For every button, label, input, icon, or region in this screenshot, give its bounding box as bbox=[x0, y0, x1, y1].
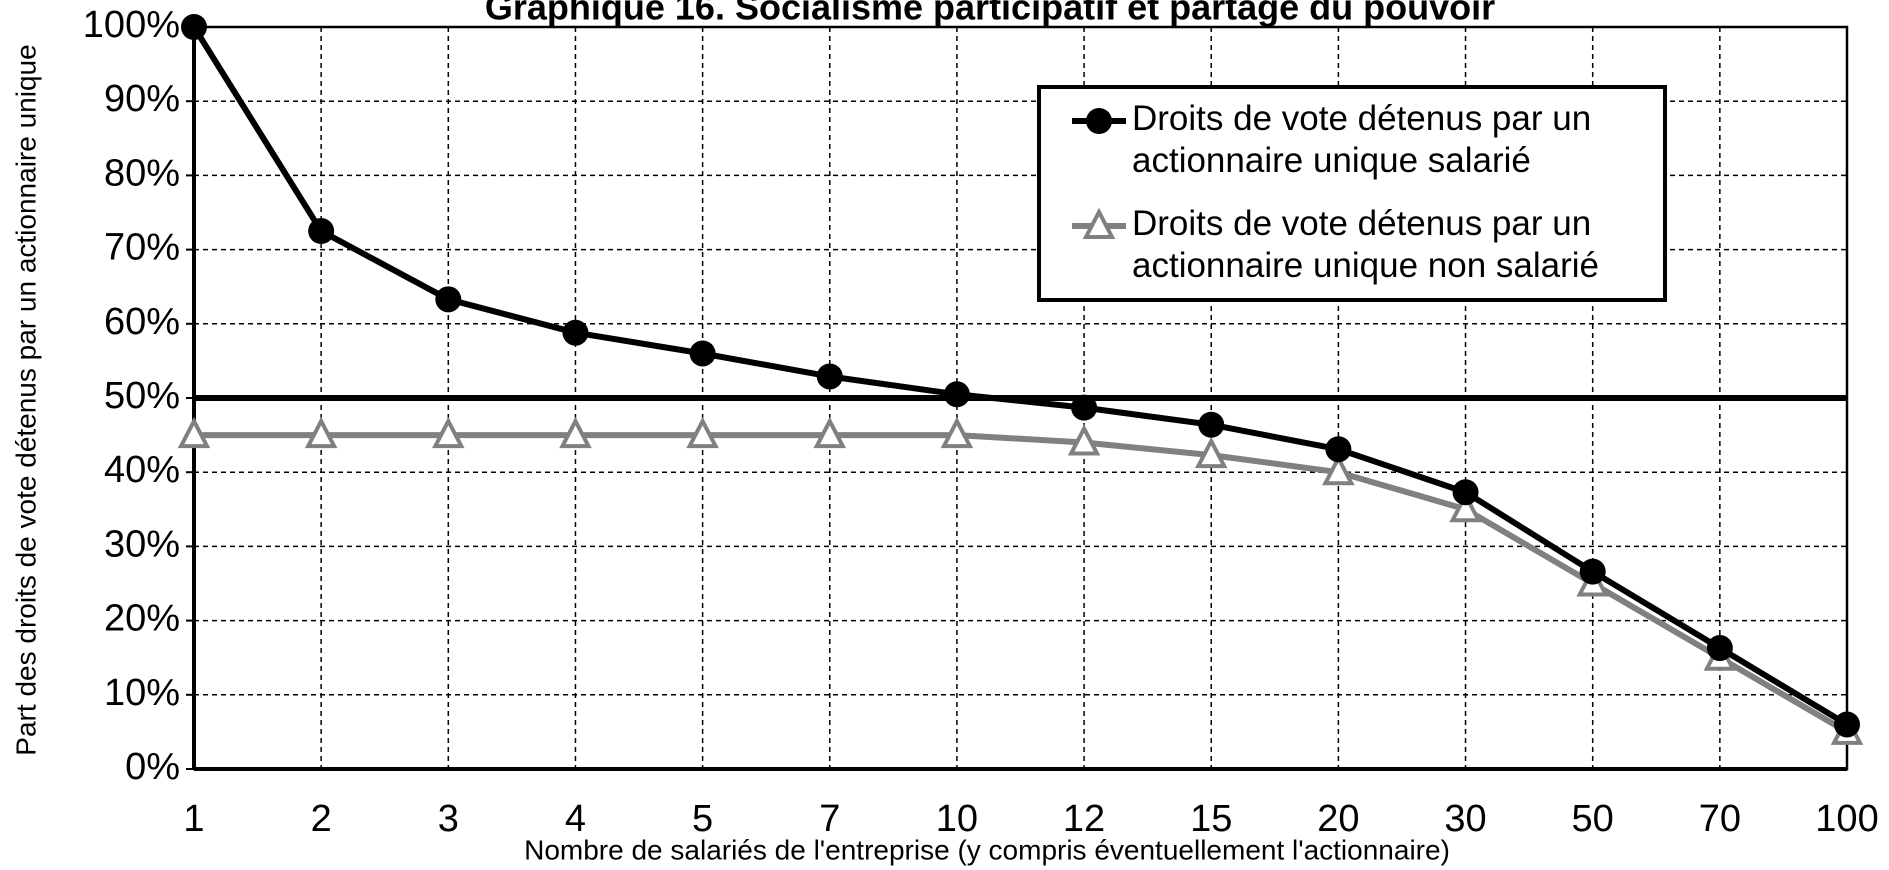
y-axis-label: Part des droits de vote détenus par un a… bbox=[10, 44, 41, 755]
y-tick-label: 10% bbox=[104, 672, 180, 714]
point bbox=[308, 218, 335, 245]
y-tick-label: 80% bbox=[104, 152, 180, 194]
y-tick-label: 60% bbox=[104, 301, 180, 343]
point bbox=[816, 363, 843, 390]
point bbox=[943, 381, 970, 408]
x-tick-label: 100 bbox=[1815, 798, 1878, 840]
point bbox=[1834, 711, 1860, 738]
legend-box bbox=[1037, 85, 1667, 302]
x-tick-label: 50 bbox=[1572, 798, 1614, 840]
chart-title: Graphique 16. Socialisme participatif et… bbox=[485, 0, 1495, 28]
line bbox=[194, 432, 1849, 735]
point bbox=[1194, 436, 1228, 469]
y-tick-label: 100% bbox=[83, 4, 180, 46]
y-tick-label: 70% bbox=[104, 227, 180, 269]
x-tick-label: 5 bbox=[692, 798, 713, 840]
point bbox=[1086, 108, 1112, 134]
x-tick-label: 20 bbox=[1317, 798, 1359, 840]
legend-label: Droits de vote détenus par un actionnair… bbox=[1132, 204, 1601, 285]
y-tick-label: 0% bbox=[125, 746, 180, 788]
point bbox=[559, 416, 592, 449]
y-tick-label: 30% bbox=[104, 523, 180, 565]
point bbox=[1325, 436, 1352, 463]
point bbox=[686, 416, 719, 449]
point bbox=[435, 286, 462, 313]
point bbox=[1322, 453, 1355, 486]
point bbox=[1071, 394, 1098, 421]
x-tick-label: 15 bbox=[1190, 798, 1232, 840]
x-tick-label: 10 bbox=[936, 798, 978, 840]
point bbox=[1198, 411, 1225, 438]
legend-label-line: Droits de vote détenus par un bbox=[1132, 204, 1601, 243]
point bbox=[813, 416, 847, 449]
x-axis-label: Nombre de salariés de l'entreprise (y co… bbox=[524, 834, 1450, 865]
x-tick-label: 12 bbox=[1063, 798, 1105, 840]
y-tick-label: 50% bbox=[104, 375, 180, 417]
legend-label: Droits de vote détenus par un actionnair… bbox=[1132, 99, 1601, 180]
point bbox=[304, 416, 338, 449]
point bbox=[181, 14, 207, 40]
y-tick-label: 40% bbox=[104, 449, 180, 491]
point bbox=[689, 340, 716, 367]
legend-label-line: Droits de vote détenus par un bbox=[1132, 99, 1601, 138]
x-tick-label: 7 bbox=[819, 798, 840, 840]
x-tick-label: 70 bbox=[1699, 798, 1741, 840]
point bbox=[1706, 635, 1733, 662]
point bbox=[1082, 207, 1116, 239]
point bbox=[562, 319, 589, 346]
y-tick-label: 90% bbox=[104, 78, 180, 120]
line bbox=[191, 25, 1849, 728]
point bbox=[432, 416, 465, 449]
x-tick-label: 1 bbox=[183, 798, 204, 840]
x-tick-label: 4 bbox=[565, 798, 586, 840]
point bbox=[1067, 424, 1101, 456]
point bbox=[940, 416, 974, 449]
x-tick-label: 3 bbox=[438, 798, 459, 840]
point bbox=[1579, 558, 1606, 585]
point bbox=[1449, 490, 1482, 523]
x-tick-label: 30 bbox=[1444, 798, 1486, 840]
legend-label-line: actionnaire unique salarié bbox=[1132, 141, 1531, 180]
x-tick-label: 2 bbox=[311, 798, 332, 840]
y-tick-label: 20% bbox=[104, 598, 180, 640]
legend-label-line: actionnaire unique non salarié bbox=[1132, 246, 1599, 285]
point bbox=[1452, 479, 1479, 506]
point bbox=[177, 416, 211, 449]
